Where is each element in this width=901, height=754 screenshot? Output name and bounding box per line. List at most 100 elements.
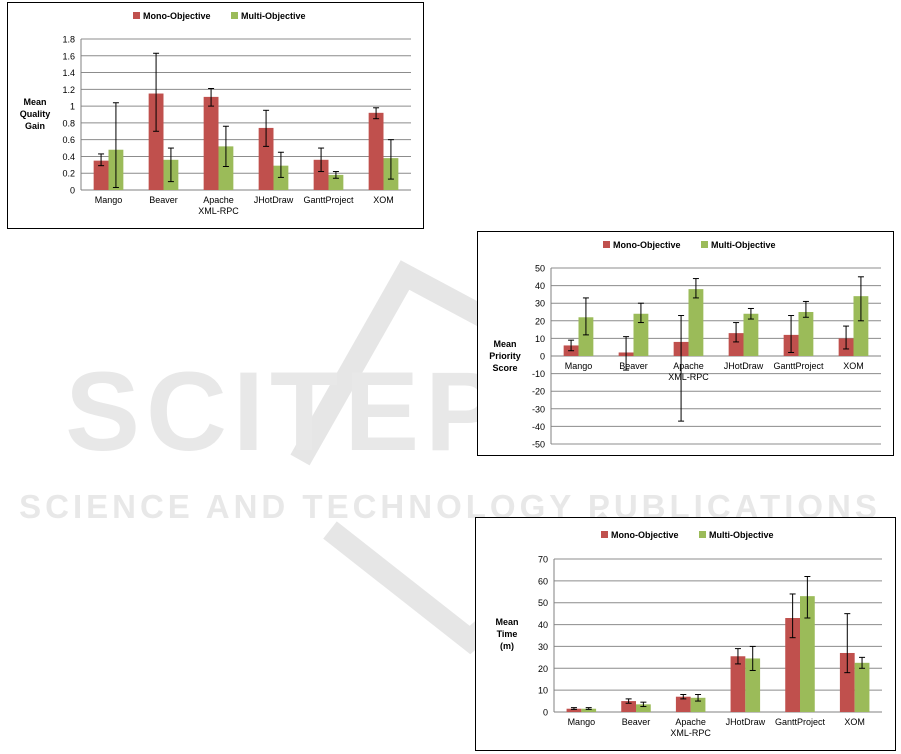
legend-label: Mono-Objective bbox=[143, 11, 211, 21]
y-tick-label: -30 bbox=[532, 404, 545, 414]
x-category-label: JHotDraw bbox=[254, 195, 294, 205]
y-axis-title: Mean bbox=[495, 617, 518, 627]
y-axis-title: Mean bbox=[493, 339, 516, 349]
x-category-label: Mango bbox=[95, 195, 123, 205]
y-tick-label: 20 bbox=[535, 316, 545, 326]
y-tick-label: 40 bbox=[535, 281, 545, 291]
y-tick-label: 20 bbox=[538, 664, 548, 674]
bar-multi-objective bbox=[581, 708, 597, 712]
x-category-label: XML-RPC bbox=[198, 206, 239, 216]
x-category-label: XOM bbox=[373, 195, 394, 205]
bar-mono-objective bbox=[566, 708, 582, 712]
bar-multi-objective bbox=[745, 658, 761, 712]
y-tick-label: 0.4 bbox=[62, 152, 75, 162]
bar-multi-objective bbox=[636, 704, 651, 712]
legend-label: Mono-Objective bbox=[611, 530, 679, 540]
y-tick-label: 0 bbox=[543, 708, 548, 718]
bar-mono-objective bbox=[728, 333, 744, 356]
bar-multi-objective bbox=[690, 697, 706, 712]
x-category-label: XOM bbox=[843, 361, 864, 371]
y-tick-label: 1.8 bbox=[62, 35, 75, 45]
y-tick-label: -20 bbox=[532, 387, 545, 397]
x-category-label: Apache bbox=[203, 195, 234, 205]
legend-swatch bbox=[699, 531, 706, 538]
y-axis-title: Priority bbox=[489, 351, 521, 361]
y-tick-label: 50 bbox=[535, 264, 545, 274]
bar-multi-objective bbox=[218, 146, 234, 190]
legend-label: Multi-Objective bbox=[711, 240, 776, 250]
y-tick-label: -40 bbox=[532, 422, 545, 432]
x-category-label: JHotDraw bbox=[724, 361, 764, 371]
bar-mono-objective bbox=[675, 696, 691, 712]
bar-mono-objective bbox=[839, 652, 855, 712]
bar-multi-objective bbox=[800, 596, 815, 712]
bar-mono-objective bbox=[258, 127, 274, 190]
x-category-label: XML-RPC bbox=[670, 728, 711, 738]
y-tick-label: 0.2 bbox=[62, 169, 75, 179]
y-tick-label: 0.6 bbox=[62, 135, 75, 145]
x-category-label: Apache bbox=[673, 361, 704, 371]
y-tick-label: 0 bbox=[70, 186, 75, 196]
x-category-label: Beaver bbox=[619, 361, 648, 371]
chart-quality-gain-svg: 0 0.2 0.4 0.6 0.8 1 1.2 1.4 1.6 1.8 Mango Beaver Apa… bbox=[20, 11, 411, 216]
y-tick-label: 1.2 bbox=[62, 85, 75, 95]
bar-mono-objective bbox=[785, 618, 800, 712]
chart-priority-score: -50 -40 -30 -20 -10 0 10 20 30 40 50 Mango Beaver Apa… bbox=[477, 231, 894, 456]
y-tick-label: 50 bbox=[538, 598, 548, 608]
bar-mono-objective bbox=[148, 93, 164, 190]
bar-multi-objective bbox=[854, 662, 870, 712]
x-category-label: XML-RPC bbox=[668, 372, 709, 382]
legend-swatch bbox=[701, 241, 708, 248]
y-tick-label: 30 bbox=[538, 642, 548, 652]
y-tick-label: 1.4 bbox=[62, 68, 75, 78]
y-tick-label: -50 bbox=[532, 440, 545, 450]
bar-mono-objective bbox=[621, 701, 636, 712]
x-category-label: GanttProject bbox=[303, 195, 354, 205]
y-tick-label: 60 bbox=[538, 576, 548, 586]
legend-label: Multi-Objective bbox=[241, 11, 306, 21]
bar-multi-objective bbox=[743, 313, 759, 356]
bar-multi-objective bbox=[633, 313, 649, 356]
chart-mean-time: 0 10 20 30 40 50 60 70 Mango Beaver Apache XML-RPC J… bbox=[475, 517, 896, 751]
legend-swatch bbox=[603, 241, 610, 248]
y-tick-label: 0 bbox=[540, 352, 545, 362]
y-axis-title: Mean bbox=[23, 97, 46, 107]
x-category-label: JHotDraw bbox=[726, 717, 766, 727]
legend-swatch bbox=[601, 531, 608, 538]
x-category-label: Beaver bbox=[622, 717, 651, 727]
chart-priority-score-svg: -50 -40 -30 -20 -10 0 10 20 30 40 50 Mango Beaver Apa… bbox=[489, 240, 881, 450]
y-tick-label: 0.8 bbox=[62, 118, 75, 128]
x-category-label: GanttProject bbox=[775, 717, 826, 727]
y-tick-label: 1.6 bbox=[62, 51, 75, 61]
x-category-label: Beaver bbox=[149, 195, 178, 205]
bar-multi-objective bbox=[688, 289, 704, 356]
x-category-label: GanttProject bbox=[773, 361, 824, 371]
y-tick-label: 1 bbox=[70, 102, 75, 112]
bar-multi-objective bbox=[578, 317, 594, 356]
bar-mono-objective bbox=[313, 159, 329, 190]
legend-label: Multi-Objective bbox=[709, 530, 774, 540]
y-tick-label: 10 bbox=[538, 686, 548, 696]
bar-multi-objective bbox=[798, 312, 814, 356]
y-axis-title: Quality bbox=[20, 109, 51, 119]
x-category-label: Mango bbox=[568, 717, 596, 727]
bar-mono-objective bbox=[203, 96, 219, 190]
y-axis-title: Score bbox=[492, 363, 517, 373]
y-tick-label: -10 bbox=[532, 369, 545, 379]
y-axis-title: Time bbox=[497, 629, 518, 639]
x-category-label: Mango bbox=[565, 361, 593, 371]
bar-mono-objective bbox=[730, 656, 746, 712]
bar-multi-objective bbox=[853, 296, 869, 356]
x-category-label: XOM bbox=[844, 717, 865, 727]
bar-mono-objective bbox=[93, 160, 109, 190]
legend-swatch bbox=[231, 12, 238, 19]
y-axis-title: Gain bbox=[25, 121, 45, 131]
y-tick-label: 70 bbox=[538, 555, 548, 565]
y-tick-label: 40 bbox=[538, 620, 548, 630]
legend-label: Mono-Objective bbox=[613, 240, 681, 250]
bar-mono-objective bbox=[368, 112, 384, 190]
y-tick-label: 10 bbox=[535, 334, 545, 344]
bar-multi-objective bbox=[328, 174, 344, 190]
legend-swatch bbox=[133, 12, 140, 19]
